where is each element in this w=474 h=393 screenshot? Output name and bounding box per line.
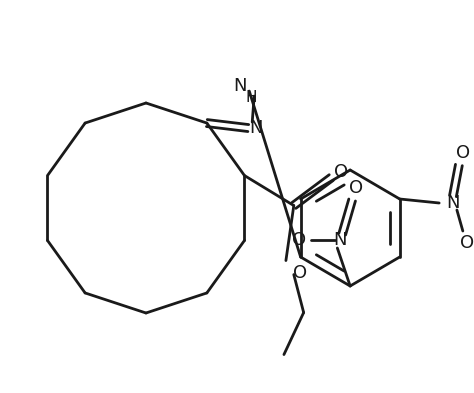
Text: O: O [334, 163, 348, 180]
Text: N: N [334, 231, 347, 249]
Text: N: N [234, 77, 247, 95]
Text: O: O [292, 231, 306, 249]
Text: N: N [446, 194, 460, 212]
Text: O: O [460, 234, 474, 252]
Text: O: O [292, 264, 307, 281]
Text: O: O [349, 179, 363, 197]
Text: N: N [249, 119, 263, 137]
Text: H: H [246, 90, 257, 105]
Text: O: O [456, 144, 470, 162]
